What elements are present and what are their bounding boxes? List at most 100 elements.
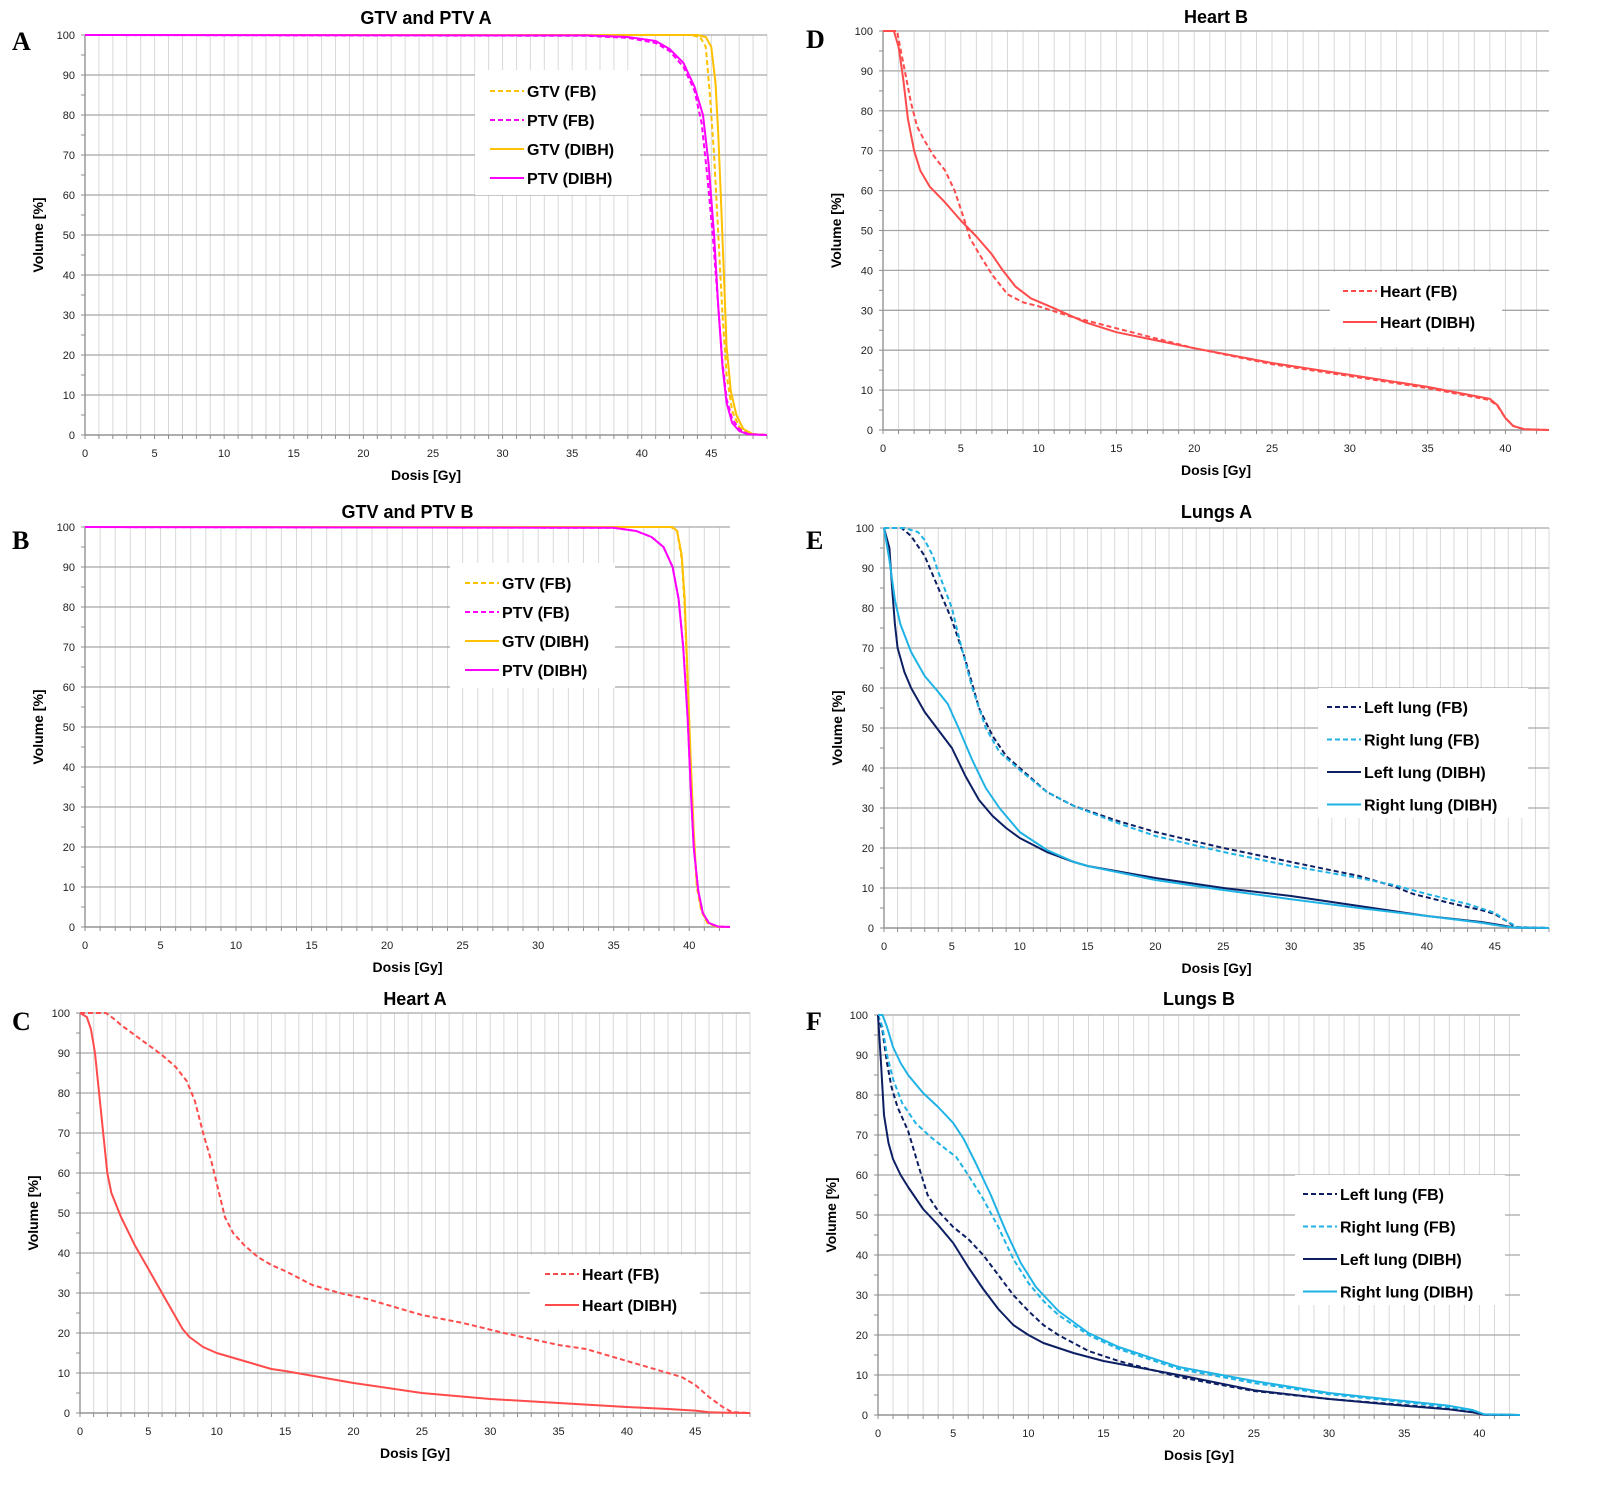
y-tick-label: 70 (63, 150, 75, 162)
y-tick-label: 60 (63, 682, 75, 694)
y-tick-label: 20 (861, 345, 873, 357)
horizontal-gridlines (883, 30, 1549, 431)
legend-label: Right lung (DIBH) (1340, 1285, 1473, 1302)
legend-item: Heart (FB) (545, 1267, 659, 1284)
horizontal-gridlines (85, 34, 767, 436)
legend: Heart (FB) Heart (DIBH) (530, 1255, 700, 1330)
legend-item: GTV (FB) (490, 84, 596, 101)
x-tick-label: 35 (552, 1426, 564, 1438)
y-tick-label: 0 (69, 430, 75, 442)
y-tick-label: 80 (63, 110, 75, 122)
x-tick-label: 20 (357, 448, 369, 460)
y-tick-label: 70 (63, 642, 75, 654)
y-tick-label: 70 (856, 1130, 868, 1142)
x-tick-label: 40 (683, 940, 695, 952)
x-tick-label: 0 (82, 448, 88, 460)
x-tick-label: 10 (211, 1426, 223, 1438)
series-group (883, 30, 1550, 431)
y-tick-label: 10 (861, 385, 873, 397)
legend-label: Left lung (FB) (1340, 1187, 1444, 1204)
y-axis-label: Volume [%] (823, 1177, 839, 1252)
x-tick-label: 15 (279, 1426, 291, 1438)
panel-d: 0 10 20 30 40 50 60 70 80 90 100 0 5 10 15 20 25 30 35 40 He… (806, 7, 1550, 478)
chart-title: Heart A (383, 989, 446, 1009)
x-tick-label: 35 (1422, 443, 1434, 455)
legend-label: Heart (FB) (1380, 284, 1457, 301)
chart-title: Lungs B (1163, 989, 1235, 1009)
legend-label: PTV (DIBH) (502, 663, 587, 680)
x-tick-label: 40 (1473, 1428, 1485, 1440)
legend: GTV (FB) PTV (FB) GTV (DIBH) PTV (DIBH) (475, 70, 640, 195)
x-tick-label: 15 (1110, 443, 1122, 455)
legend-item: Heart (FB) (1343, 284, 1457, 301)
x-tick-label: 40 (1421, 941, 1433, 953)
y-tick-label: 40 (58, 1248, 70, 1260)
legend-item: PTV (DIBH) (490, 171, 612, 188)
x-tick-label: 0 (880, 443, 886, 455)
y-axis-label: Volume [%] (30, 689, 46, 764)
y-tick-label: 60 (856, 1170, 868, 1182)
x-tick-label: 35 (566, 448, 578, 460)
legend-item: GTV (DIBH) (465, 634, 589, 651)
legend-label: Heart (FB) (582, 1267, 659, 1284)
y-tick-label: 10 (856, 1370, 868, 1382)
legend-label: GTV (DIBH) (502, 634, 589, 651)
y-tick-label: 20 (63, 842, 75, 854)
y-tick-label: 40 (63, 270, 75, 282)
x-tick-label: 20 (1188, 443, 1200, 455)
y-tick-label: 30 (856, 1290, 868, 1302)
y-tick-label: 50 (861, 226, 873, 238)
series-line-ptv-dibh (84, 526, 731, 928)
legend-item: GTV (FB) (465, 576, 571, 593)
y-tick-label: 30 (63, 310, 75, 322)
x-tick-label: 20 (347, 1426, 359, 1438)
legend-item: Right lung (DIBH) (1327, 798, 1497, 815)
x-tick-label: 35 (1398, 1428, 1410, 1440)
x-tick-label: 0 (82, 940, 88, 952)
y-tick-label: 20 (856, 1330, 868, 1342)
x-tick-label: 20 (381, 940, 393, 952)
y-tick-label: 70 (58, 1128, 70, 1140)
y-tick-label: 60 (862, 683, 874, 695)
y-tick-label: 40 (856, 1250, 868, 1262)
x-tick-label: 0 (881, 941, 887, 953)
x-tick-label: 35 (608, 940, 620, 952)
panel-f: 0 10 20 30 40 50 60 70 80 90 100 0 5 10 15 20 25 30 35 40 Lu… (806, 989, 1521, 1463)
legend-item: Heart (DIBH) (545, 1298, 677, 1315)
x-tick-label: 10 (1032, 443, 1044, 455)
series-line-ptv-fb (84, 34, 768, 436)
legend-label: Right lung (FB) (1364, 733, 1480, 750)
y-tick-label: 20 (58, 1328, 70, 1340)
y-tick-label: 40 (861, 265, 873, 277)
x-tick-label: 5 (949, 941, 955, 953)
y-tick-label: 90 (862, 563, 874, 575)
legend: GTV (FB) PTV (FB) GTV (DIBH) PTV (DIBH) (450, 563, 615, 688)
y-tick-label: 60 (58, 1168, 70, 1180)
y-tick-label: 0 (64, 1408, 70, 1420)
series-line-ptv-dibh (84, 34, 768, 436)
legend-label: PTV (FB) (527, 113, 595, 130)
series-group (877, 1014, 1521, 1416)
x-tick-label: 10 (1014, 941, 1026, 953)
y-tick-label: 50 (63, 722, 75, 734)
x-tick-label: 10 (218, 448, 230, 460)
x-tick-label: 35 (1353, 941, 1365, 953)
y-tick-label: 80 (861, 106, 873, 118)
series-line-gtv-fb (85, 34, 768, 436)
legend: Left lung (FB) Right lung (FB) Left lung (… (1318, 688, 1528, 818)
legend-label: Right lung (FB) (1340, 1220, 1456, 1237)
x-tick-label: 25 (1248, 1428, 1260, 1440)
x-tick-label: 15 (288, 448, 300, 460)
legend: Heart (FB) Heart (DIBH) (1330, 272, 1502, 347)
x-tick-label: 30 (532, 940, 544, 952)
series-line-right-lung-fb (877, 1014, 1521, 1416)
series-line-heart-dibh (883, 30, 1550, 431)
legend-label: GTV (DIBH) (527, 142, 614, 159)
x-axis-label: Dosis [Gy] (372, 959, 442, 975)
legend-label: GTV (FB) (527, 84, 596, 101)
y-tick-label: 60 (63, 190, 75, 202)
x-tick-label: 5 (958, 443, 964, 455)
panel-b: 0 10 20 30 40 50 60 70 80 90 100 0 5 10 15 20 25 30 35 40 GT… (12, 502, 731, 975)
x-axis-label: Dosis [Gy] (1181, 462, 1251, 478)
